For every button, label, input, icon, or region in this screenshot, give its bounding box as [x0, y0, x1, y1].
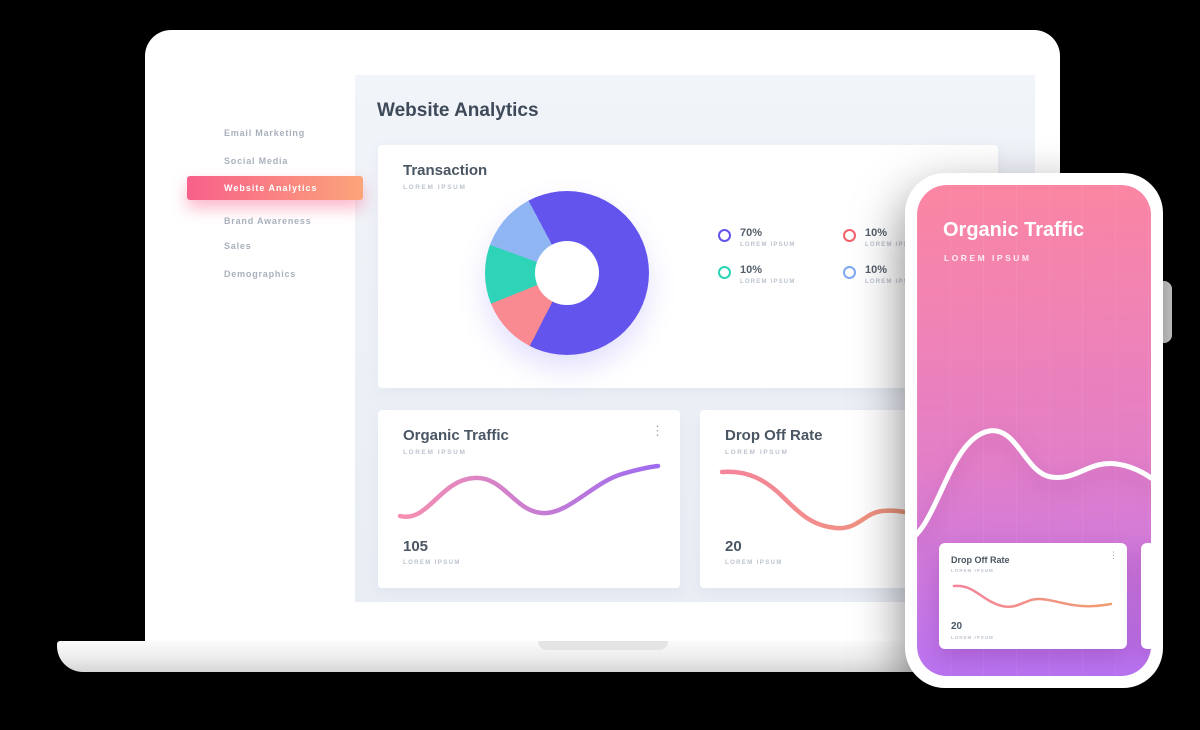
legend-value: 10% — [740, 264, 763, 276]
legend-label: LOREM IPSUM — [865, 279, 921, 285]
donut-hole — [535, 241, 599, 305]
organic-traffic-subtitle: LOREM IPSUM — [403, 449, 467, 456]
legend-label: LOREM IPSUM — [740, 279, 796, 285]
phone-drop-off-value: 20 — [951, 621, 963, 632]
transaction-title: Transaction — [403, 162, 488, 179]
legend-item-purple: 70% LOREM IPSUM — [718, 227, 796, 248]
laptop-base-notch — [537, 641, 668, 650]
sidebar-item-sales[interactable]: Sales — [224, 241, 252, 251]
kebab-menu-icon[interactable]: ⋮ — [1109, 550, 1118, 560]
phone-drop-off-title: Drop Off Rate — [951, 555, 1010, 565]
phone-drop-off-subtitle: LOREM IPSUM — [951, 568, 994, 573]
legend-value: 10% — [865, 227, 888, 239]
transaction-donut-chart — [485, 191, 649, 355]
kebab-menu-icon[interactable]: ⋮ — [651, 423, 664, 438]
legend-item-red: 10% LOREM IPSUM — [843, 227, 921, 248]
sidebar-item-brand-awareness[interactable]: Brand Awareness — [224, 216, 312, 226]
phone-drop-off-line-chart — [952, 584, 1113, 609]
phone-card-partial: R 4 — [1141, 543, 1151, 649]
organic-traffic-card: Organic Traffic LOREM IPSUM ⋮ 105 LOREM … — [378, 410, 680, 588]
transaction-subtitle: LOREM IPSUM — [403, 184, 467, 191]
drop-off-rate-subtitle: LOREM IPSUM — [725, 449, 789, 456]
sidebar-item-email-marketing[interactable]: Email Marketing — [224, 128, 306, 138]
phone-organic-traffic-line-chart — [917, 428, 1151, 538]
organic-traffic-title: Organic Traffic — [403, 427, 509, 444]
drop-off-rate-value: 20 — [725, 538, 742, 555]
phone-screen: Organic Traffic LOREM IPSUM Drop Off Rat… — [917, 185, 1151, 676]
legend-value: 70% — [740, 227, 763, 239]
drop-card-header: Drop Off Rate LOREM IPSUM — [725, 427, 823, 456]
organic-card-header: Organic Traffic LOREM IPSUM — [403, 427, 509, 456]
phone-page-subtitle: LOREM IPSUM — [944, 253, 1032, 263]
phone-card-drop-off-rate: Drop Off Rate LOREM IPSUM ⋮ 20 LOREM IPS… — [939, 543, 1127, 649]
drop-off-rate-title: Drop Off Rate — [725, 427, 823, 444]
legend-ring-icon — [843, 229, 856, 242]
legend-item-blue: 10% LOREM IPSUM — [843, 264, 921, 285]
phone-mockup: Organic Traffic LOREM IPSUM Drop Off Rat… — [905, 173, 1163, 688]
organic-traffic-line-chart — [397, 463, 661, 519]
sidebar-item-social-media[interactable]: Social Media — [224, 156, 289, 166]
transaction-legend: 70% LOREM IPSUM 10% LOREM IPSUM 10% LO — [718, 227, 978, 317]
sidebar-item-demographics[interactable]: Demographics — [224, 269, 297, 279]
legend-ring-icon — [843, 266, 856, 279]
phone-drop-off-value-label: LOREM IPSUM — [951, 635, 994, 640]
legend-ring-icon — [718, 266, 731, 279]
legend-item-teal: 10% LOREM IPSUM — [718, 264, 796, 285]
legend-label: LOREM IPSUM — [865, 242, 921, 248]
phone-page-title: Organic Traffic — [943, 219, 1085, 241]
legend-value: 10% — [865, 264, 888, 276]
organic-traffic-value-label: LOREM IPSUM — [403, 560, 461, 566]
legend-ring-icon — [718, 229, 731, 242]
organic-traffic-value: 105 — [403, 538, 429, 555]
transaction-card: Transaction LOREM IPSUM 70% LOREM IPSUM — [378, 145, 998, 388]
sidebar-item-website-analytics[interactable]: Website Analytics — [187, 176, 363, 200]
transaction-card-header: Transaction LOREM IPSUM — [403, 162, 487, 191]
page-title: Website Analytics — [377, 100, 539, 121]
drop-off-rate-value-label: LOREM IPSUM — [725, 560, 783, 566]
legend-label: LOREM IPSUM — [740, 242, 796, 248]
